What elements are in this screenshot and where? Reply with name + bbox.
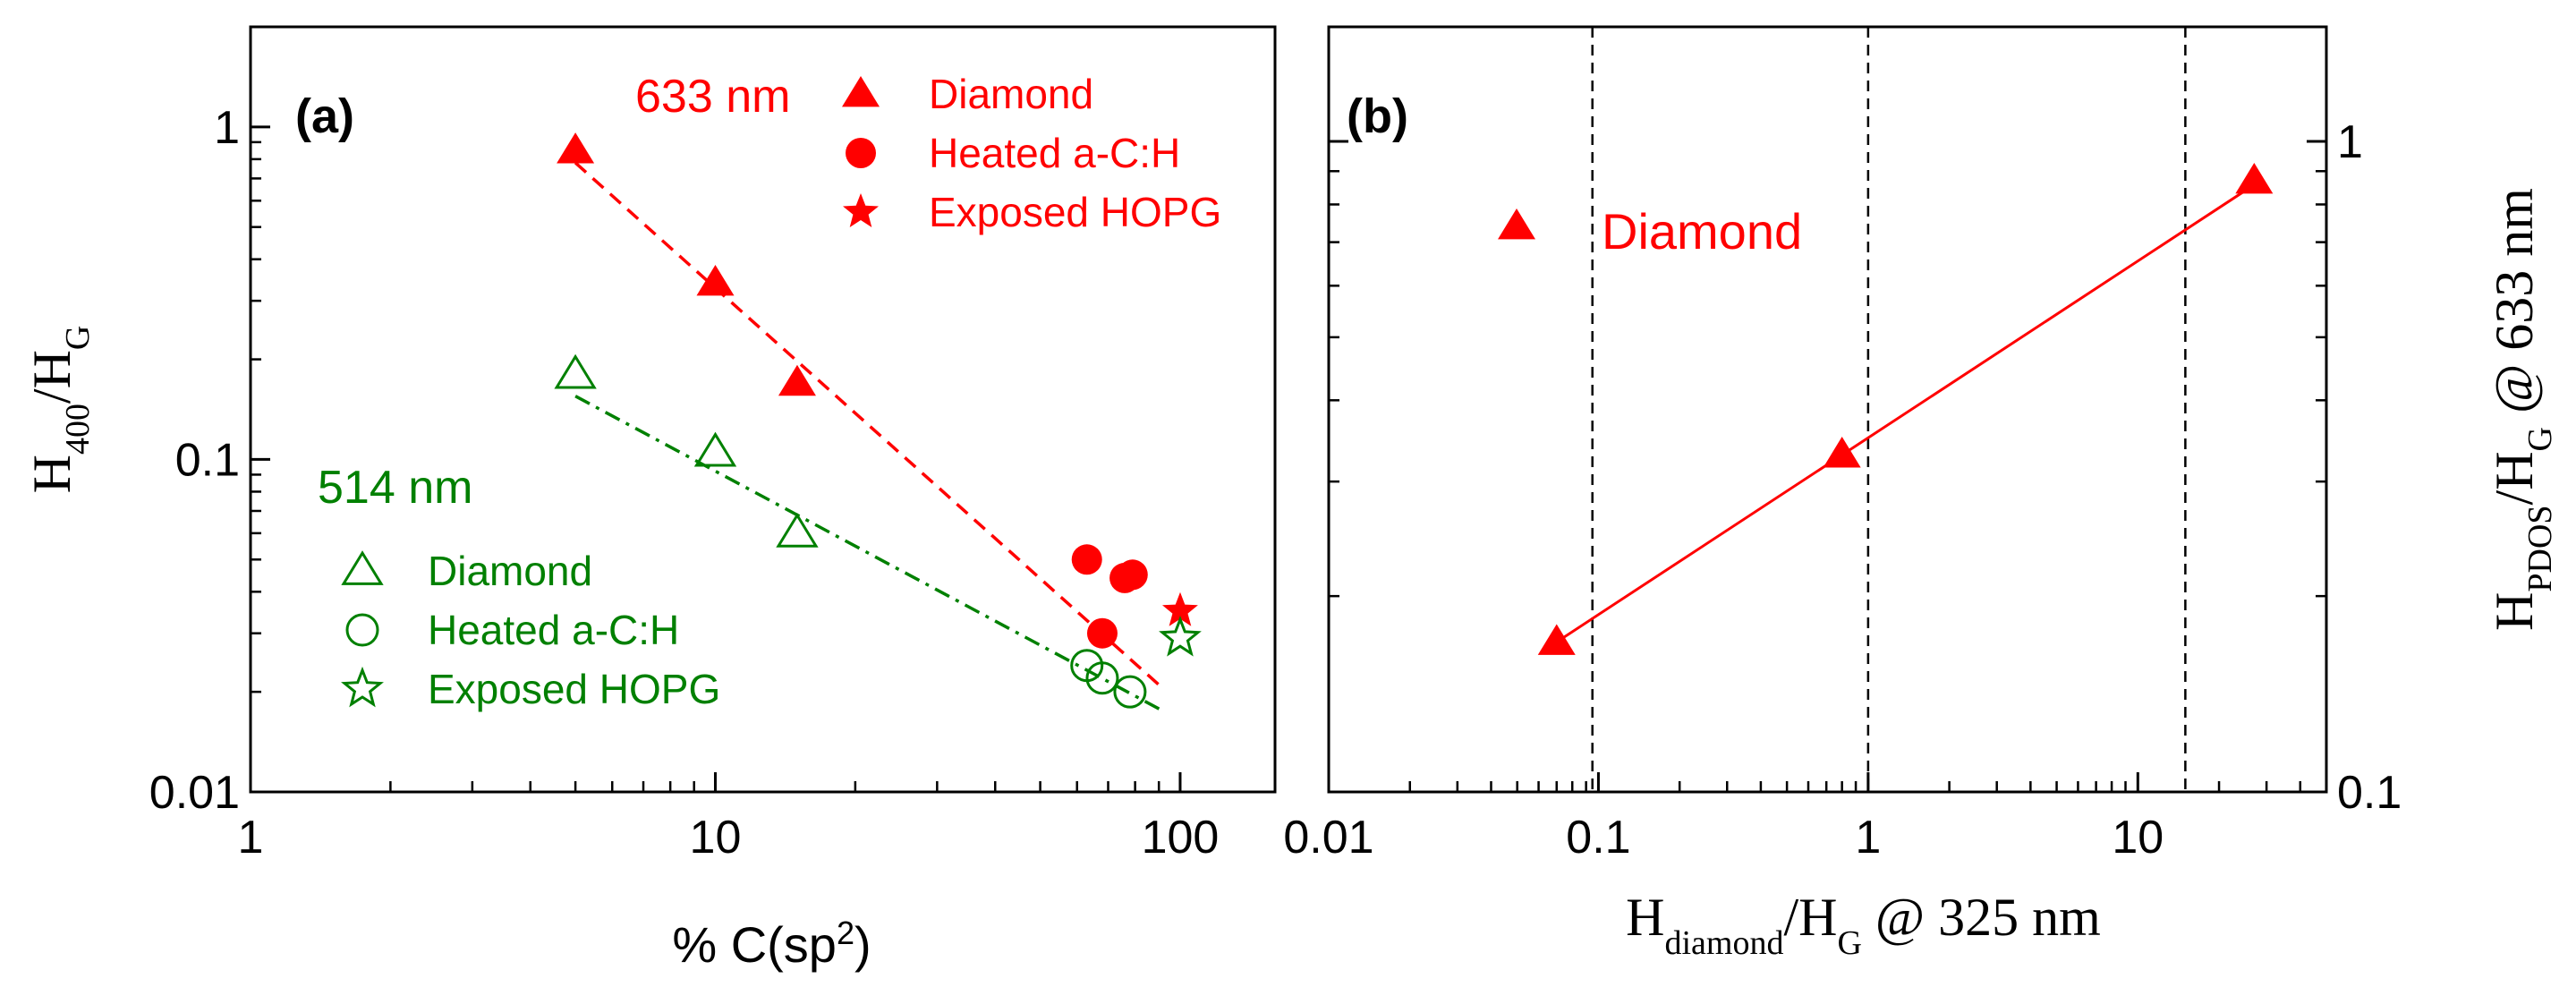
data-point [2235,162,2274,194]
data-point [1085,661,1119,695]
legend-marker [341,666,384,708]
panel-b-x-axis-title: Hdiamond/HG @ 325 nm [1626,888,2101,962]
panel-a-y-axis-title: H400/HG [22,326,97,494]
data-point [554,353,597,389]
panel-a-x-axis-title: % C(sp2) [672,915,871,974]
x-tick-label: 10 [2112,812,2164,864]
data-point [1071,544,1102,575]
panel-a-ticks: 1 10 100 0.01 0.1 1 [149,102,1220,864]
panel-b-label: (b) [1347,89,1408,143]
legend-label: Exposed HOPG [929,189,1221,235]
panel-b-frame [1327,25,2328,794]
panel-b-y-axis-title: HPDOS/HG @ 633 nm [2485,188,2559,631]
panel-a-label: (a) [295,89,354,143]
x-tick-label: 0.1 [1566,812,1630,864]
x-tick-label: 1 [238,812,264,864]
legend-label: Heated a-C:H [428,607,679,653]
panel-a-fit-lines [574,161,1164,713]
panel-a-markers [554,132,1202,709]
data-point [1113,675,1147,709]
y-tick-label: 0.1 [175,434,240,486]
legend-marker [846,138,876,168]
panel-b-fit-lines [1555,189,2247,643]
data-point [776,512,819,548]
legend-marker [843,193,879,227]
data-point [696,264,735,296]
y-tick-label: 1 [2337,116,2363,168]
y-tick-label: 0.1 [2337,767,2402,819]
panel-a: 1 10 100 0.01 0.1 1 633 nm Diamond Heated a-C:H… [22,25,1277,974]
y-tick-label: 0.01 [149,767,240,819]
legend-group-633: 633 nm [635,71,790,123]
legend-marker [842,76,880,107]
legend-label: Diamond [929,71,1093,117]
panel-a-frame [249,25,1277,794]
panel-b-ticks: 0.01 0.1 1 10 0.1 1 [1283,116,2402,864]
data-point [1162,591,1198,626]
x-tick-label: 100 [1142,812,1220,864]
data-point [1159,616,1202,657]
fit-line [574,161,1160,686]
panel-b-markers [1537,162,2274,655]
panel-a-legend: 633 nm Diamond Heated a-C:H Exposed HOPG 514… [318,71,1221,712]
legend-marker [345,613,379,647]
legend-label: Exposed HOPG [428,666,720,712]
legend-group-514: 514 nm [318,462,472,514]
legend-marker [341,550,384,585]
panel-b-legend: Diamond [1498,203,1802,260]
data-point [1117,559,1148,591]
panel-b: 0.01 0.1 1 10 0.1 1 Diamond (b) Hdiamond/HG @… [1283,25,2559,962]
panel-b-vlines [1591,27,2187,792]
data-point [693,431,737,467]
x-tick-label: 0.01 [1283,812,1373,864]
data-point [778,364,816,396]
legend-label: Diamond [428,548,592,594]
y-tick-label: 1 [214,102,240,154]
x-tick-label: 10 [690,812,742,864]
legend-label: Heated a-C:H [929,130,1180,176]
fit-line [574,395,1164,713]
data-point [1823,437,1861,468]
x-tick-label: 1 [1855,812,1881,864]
fit-line [1555,189,2247,643]
data-point [1086,617,1118,649]
legend-marker [1498,208,1535,240]
data-point [1537,624,1576,655]
data-point [557,132,595,164]
legend-label: Diamond [1602,203,1802,260]
